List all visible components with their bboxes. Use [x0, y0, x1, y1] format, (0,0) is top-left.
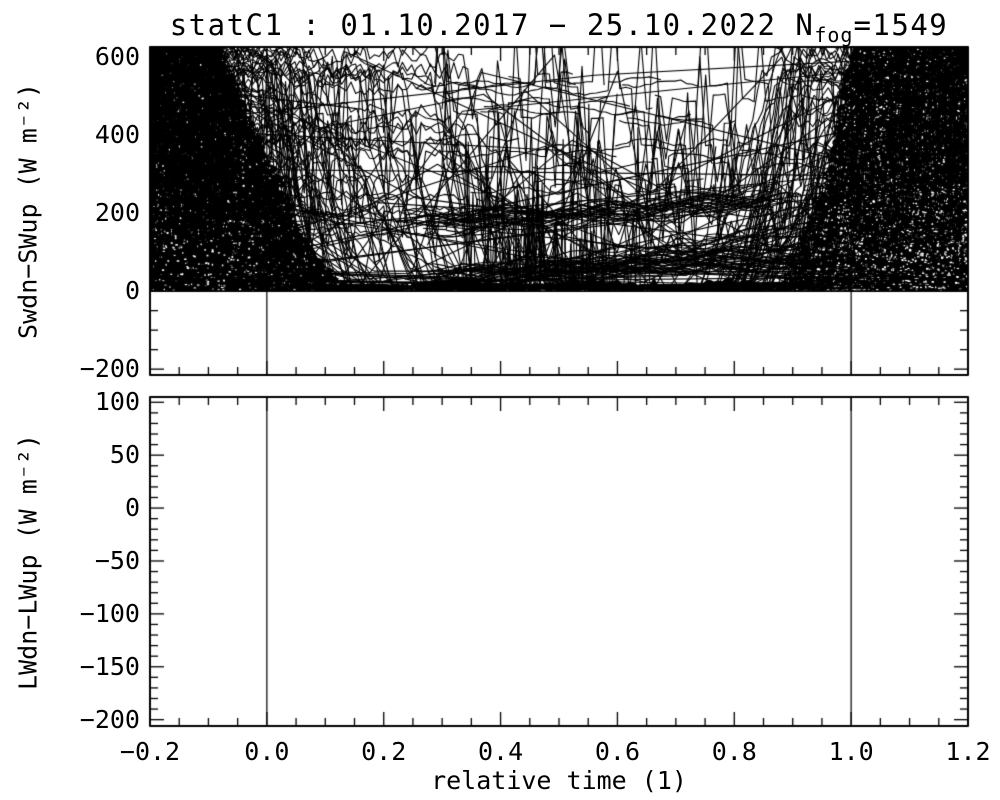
x-tick-label: −0.2: [119, 737, 181, 766]
x-tick-label: 0.8: [711, 737, 757, 766]
x-axis-label: relative time (1): [431, 766, 687, 795]
y-tick-label-longwave: −200: [79, 704, 140, 734]
y-tick-label-longwave: −100: [79, 598, 140, 628]
x-tick-label: 1.2: [945, 737, 991, 766]
x-tick-label: 0.0: [244, 737, 290, 766]
x-tick-label: 0.6: [594, 737, 640, 766]
chart-title-suffix: =1549: [853, 8, 949, 42]
x-tick-label: 0.2: [361, 737, 407, 766]
y-tick-label-longwave: 0: [124, 493, 140, 523]
y-tick-label-longwave: 50: [109, 440, 140, 470]
y-tick-label-shortwave: 200: [94, 198, 140, 228]
y-tick-label-shortwave: 400: [94, 120, 140, 150]
x-tick-label: 0.4: [477, 737, 524, 766]
y-tick-label-longwave: 100: [94, 387, 140, 417]
y-tick-label-shortwave: 600: [94, 42, 140, 72]
y-tick-label-longwave: −50: [94, 545, 140, 575]
chart-title-prefix: statC1 : 01.10.2017 − 25.10.2022 N: [169, 8, 815, 42]
y-tick-label-longwave: −150: [79, 651, 140, 681]
x-tick-label: 1.0: [828, 737, 874, 766]
chart-title-subscript: fog: [814, 23, 854, 47]
chart-title: statC1 : 01.10.2017 − 25.10.2022 Nfog=15…: [150, 8, 968, 47]
y-tick-label-shortwave: 0: [124, 276, 140, 306]
y-tick-label-shortwave: −200: [79, 354, 140, 384]
